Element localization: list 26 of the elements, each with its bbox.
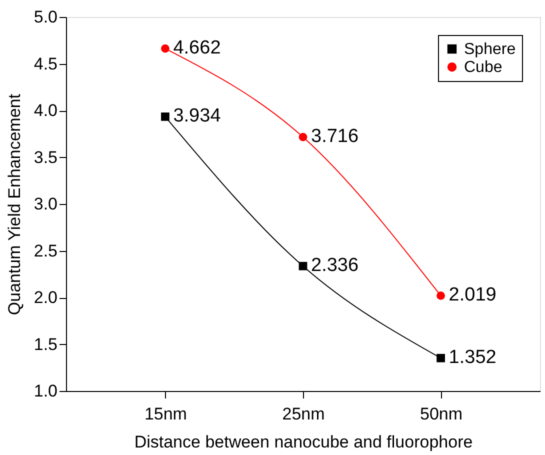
point <box>161 112 170 121</box>
y-axis-title: Quantum Yield Enhancement <box>4 94 24 316</box>
point <box>436 292 445 300</box>
data-label: 2.336 <box>311 255 359 276</box>
legend-label: Cube <box>464 59 502 76</box>
data-label: 1.352 <box>448 347 496 368</box>
y-tick-label: 1.5 <box>34 334 58 354</box>
y-tick-label: 4.0 <box>34 101 58 120</box>
y-tick-label: 3.5 <box>34 148 58 167</box>
x-tick-label: 50nm <box>420 404 463 424</box>
data-label: 3.934 <box>173 106 222 127</box>
data-label: 3.716 <box>311 126 359 148</box>
data-label: 4.662 <box>173 38 221 59</box>
y-tick-label: 4.5 <box>34 54 58 74</box>
x-axis-title: Distance between nanocube and fluorophore <box>134 432 473 452</box>
point <box>161 44 170 53</box>
data-label: 2.019 <box>448 284 496 306</box>
point <box>436 354 445 362</box>
y-tick-label: 2.0 <box>34 288 58 307</box>
y-tick-label: 5.0 <box>34 8 58 26</box>
y-tick-label: 3.0 <box>34 194 58 214</box>
x-tick-label: 15nm <box>144 404 187 424</box>
y-tick-label: 2.5 <box>34 241 58 260</box>
y-tick-label: 1.0 <box>34 382 58 400</box>
legend-label: Sphere <box>464 41 516 58</box>
x-tick-label: 25nm <box>282 404 325 424</box>
